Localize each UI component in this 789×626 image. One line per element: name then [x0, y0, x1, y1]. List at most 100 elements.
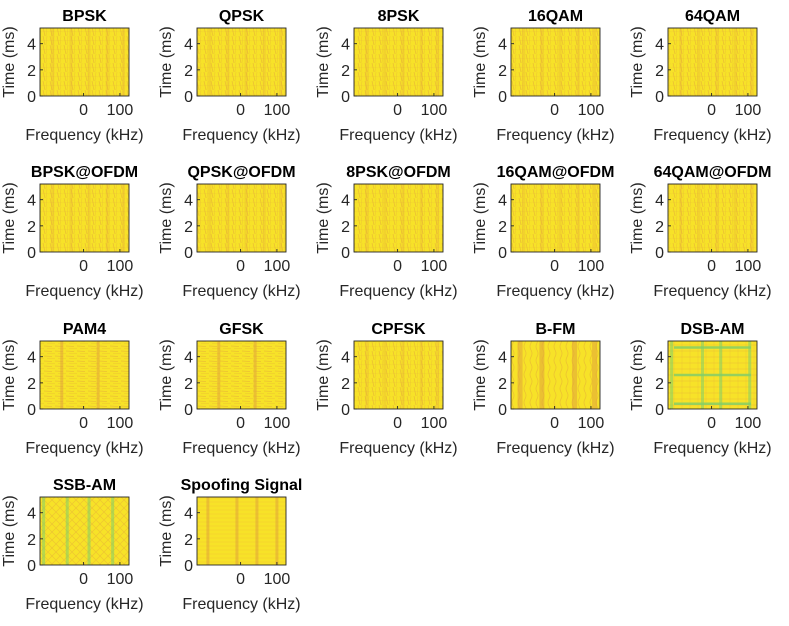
y-tick-label: 4 — [184, 350, 193, 367]
spectral-stripe — [262, 28, 266, 96]
axes-frame — [667, 27, 758, 97]
panel-qpsk-ofdm: QPSK@OFDM 0 2 4 0 100 Frequency (kHz) Time (ms) — [158, 164, 301, 300]
x-tick-label: 0 — [236, 415, 245, 432]
x-axis-label: Frequency (kHz) — [339, 283, 457, 300]
x-tick-label: 100 — [107, 102, 134, 119]
x-axis-label: Frequency (kHz) — [496, 440, 614, 457]
panel-8psk: 8PSK 0 2 4 0 100 Frequency (kHz) Time (ms) — [315, 8, 458, 144]
spectral-stripe — [419, 184, 423, 252]
spectral-stripe — [255, 497, 259, 565]
x-axis-label: Frequency (kHz) — [653, 283, 771, 300]
panel-title: B-FM — [536, 321, 576, 338]
y-axis-label: Time (ms) — [629, 339, 646, 410]
spectral-stripe — [365, 28, 369, 96]
y-axis-label: Time (ms) — [158, 182, 175, 253]
spectral-stripe — [697, 28, 701, 96]
x-axis-label: Frequency (kHz) — [25, 283, 143, 300]
spectral-stripe — [436, 28, 440, 96]
y-tick-label: 4 — [655, 193, 664, 210]
spectral-stripe — [401, 184, 405, 252]
spectrogram-image — [511, 341, 600, 409]
x-axis-label: Frequency (kHz) — [339, 440, 457, 457]
y-tick-label: 2 — [184, 376, 193, 393]
y-tick-label: 0 — [498, 245, 507, 262]
spectral-stripe — [401, 28, 405, 96]
spectral-stripe — [539, 341, 545, 409]
spectrogram-image — [197, 184, 286, 252]
x-tick-label: 0 — [236, 571, 245, 588]
spectral-stripe — [365, 341, 369, 409]
y-tick-label: 0 — [184, 89, 193, 106]
axes-frame — [510, 340, 601, 410]
spectral-stripe — [122, 184, 126, 252]
y-tick-label: 0 — [498, 89, 507, 106]
panel-title: SSB-AM — [53, 477, 116, 494]
x-tick-label: 100 — [578, 102, 605, 119]
panel-ssb-am: SSB-AM 0 2 4 0 100 Frequency (kHz) Time (ms) — [1, 477, 144, 613]
spectrogram-image — [40, 341, 129, 409]
spectrogram-image — [354, 28, 443, 96]
x-tick-label: 100 — [107, 258, 134, 275]
spectral-stripe — [279, 184, 283, 252]
spectrogram-image — [197, 28, 286, 96]
y-tick-label: 2 — [27, 532, 36, 549]
spectral-stripe — [226, 184, 230, 252]
panel-title: GFSK — [219, 321, 264, 338]
y-tick-label: 4 — [498, 37, 507, 54]
spectral-stripe — [522, 184, 526, 252]
spectrogram-image — [354, 184, 443, 252]
spectral-stripe — [576, 28, 580, 96]
spectral-stripe — [365, 184, 369, 252]
x-tick-label: 100 — [735, 102, 762, 119]
spectrogram-image — [354, 341, 443, 409]
spectrogram-image — [668, 28, 757, 96]
y-axis-label: Time (ms) — [629, 182, 646, 253]
spectral-stripe — [206, 497, 210, 565]
spectral-stripe — [436, 341, 440, 409]
x-tick-label: 100 — [264, 415, 291, 432]
y-tick-label: 0 — [27, 402, 36, 419]
y-axis-label: Time (ms) — [1, 339, 18, 410]
y-axis-label: Time (ms) — [629, 26, 646, 97]
x-tick-label: 0 — [550, 415, 559, 432]
x-tick-label: 0 — [236, 258, 245, 275]
axes-frame — [510, 27, 601, 97]
y-tick-label: 4 — [27, 506, 36, 523]
spectral-stripe — [517, 341, 523, 409]
panel-gfsk: GFSK 0 2 4 0 100 Frequency (kHz) Time (ms) — [158, 321, 301, 457]
y-tick-label: 4 — [184, 193, 193, 210]
spectral-stripe — [592, 341, 598, 409]
y-tick-label: 2 — [655, 63, 664, 80]
y-axis-label: Time (ms) — [1, 26, 18, 97]
y-tick-label: 4 — [27, 350, 36, 367]
y-axis-label: Time (ms) — [1, 182, 18, 253]
y-tick-label: 2 — [341, 219, 350, 236]
spectral-stripe — [670, 341, 674, 409]
y-axis-label: Time (ms) — [315, 182, 332, 253]
y-tick-label: 4 — [655, 350, 664, 367]
y-tick-label: 4 — [184, 506, 193, 523]
spectrogram-image — [40, 497, 129, 565]
x-tick-label: 100 — [735, 415, 762, 432]
spectral-stripe — [51, 184, 55, 252]
y-axis-label: Time (ms) — [472, 26, 489, 97]
spectral-stripe — [558, 184, 562, 252]
spectral-stripe — [87, 28, 91, 96]
y-tick-label: 2 — [184, 219, 193, 236]
spectral-stripe — [383, 28, 387, 96]
y-tick-label: 2 — [655, 219, 664, 236]
panel-title: 8PSK — [378, 8, 420, 25]
y-tick-label: 2 — [498, 219, 507, 236]
y-tick-label: 0 — [655, 245, 664, 262]
x-tick-label: 0 — [707, 258, 716, 275]
spectral-stripe — [383, 341, 387, 409]
x-tick-label: 100 — [107, 571, 134, 588]
x-tick-label: 0 — [707, 102, 716, 119]
panel-bpsk-ofdm: BPSK@OFDM 0 2 4 0 100 Frequency (kHz) Time (ms) — [1, 164, 144, 300]
spectrogram-image — [197, 497, 286, 565]
panel-title: BPSK@OFDM — [31, 164, 138, 181]
x-axis-label: Frequency (kHz) — [182, 127, 300, 144]
spectral-stripe — [235, 497, 239, 565]
y-tick-label: 4 — [498, 193, 507, 210]
